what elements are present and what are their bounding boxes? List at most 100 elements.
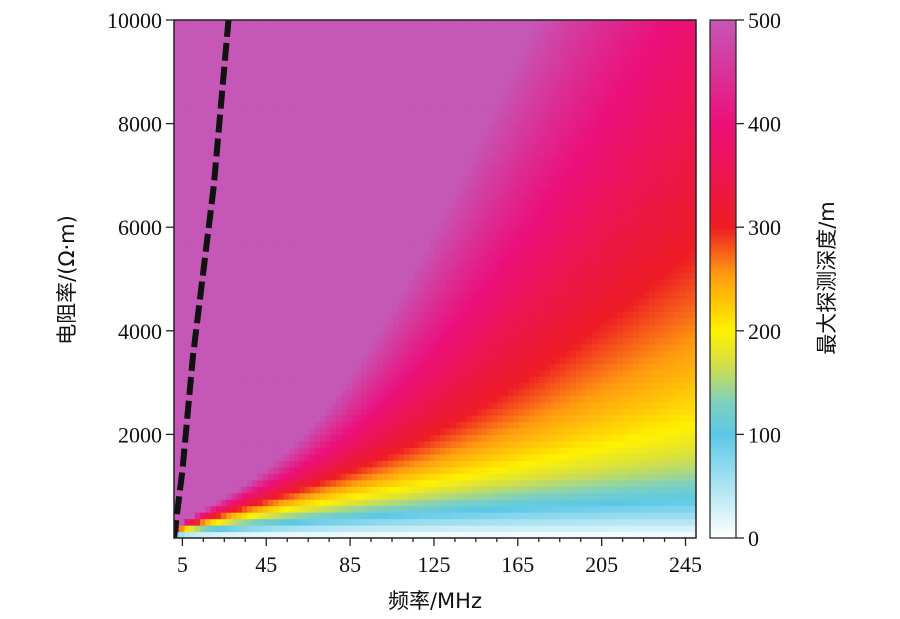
heatmap-cell	[210, 350, 217, 358]
heatmap-cell	[481, 317, 488, 325]
heatmap-cell	[247, 382, 253, 390]
heatmap-cell	[278, 52, 285, 60]
heatmap-cell	[403, 123, 410, 131]
heatmap-cell	[403, 473, 410, 481]
heatmap-cell	[382, 518, 389, 526]
heatmap-cell	[481, 155, 488, 164]
heatmap-cell	[194, 486, 201, 494]
heatmap-cell	[314, 58, 321, 66]
heatmap-cell	[393, 298, 400, 306]
heatmap-cell	[351, 466, 358, 474]
heatmap-cell	[408, 330, 415, 338]
heatmap-cell	[476, 240, 483, 248]
heatmap-cell	[262, 20, 269, 28]
heatmap-cell	[435, 194, 441, 202]
heatmap-cell	[388, 466, 394, 474]
heatmap-cell	[200, 227, 206, 235]
heatmap-cell	[476, 168, 483, 177]
heatmap-cell	[476, 97, 483, 105]
heatmap-cell	[388, 91, 394, 99]
heatmap-cell	[414, 168, 420, 177]
heatmap-cell	[200, 402, 206, 410]
heatmap-cell	[299, 32, 306, 41]
heatmap-cell	[262, 311, 269, 319]
heatmap-cell	[241, 253, 248, 261]
heatmap-cell	[487, 518, 494, 526]
heatmap-cell	[220, 207, 227, 215]
heatmap-cell	[361, 512, 368, 520]
heatmap-cell	[283, 194, 290, 202]
heatmap-cell	[267, 363, 274, 371]
heatmap-cell	[194, 110, 201, 118]
heatmap-cell	[325, 52, 332, 60]
heatmap-cell	[205, 492, 212, 500]
heatmap-cell	[445, 201, 452, 209]
heatmap-cell	[398, 447, 405, 455]
heatmap-cell	[414, 117, 420, 125]
heatmap-cell	[205, 414, 212, 423]
heatmap-cell	[476, 39, 483, 47]
heatmap-cell	[304, 259, 311, 267]
heatmap-cell	[497, 460, 504, 468]
heatmap-cell	[226, 434, 233, 442]
heatmap-cell	[424, 123, 431, 131]
heatmap-cell	[241, 311, 248, 319]
heatmap-cell	[288, 227, 295, 235]
heatmap-cell	[241, 201, 248, 209]
heatmap-cell	[461, 525, 467, 533]
heatmap-cell	[361, 45, 368, 53]
heatmap-cell	[388, 272, 394, 280]
heatmap-cell	[309, 32, 316, 41]
heatmap-cell	[481, 32, 488, 41]
heatmap-cell	[184, 32, 191, 41]
heatmap-cell	[226, 253, 233, 261]
heatmap-cell	[440, 402, 447, 410]
heatmap-cell	[393, 32, 400, 41]
heatmap-cell	[393, 531, 400, 538]
heatmap-cell	[346, 434, 353, 442]
heatmap-cell	[273, 337, 279, 345]
heatmap-cell	[461, 402, 467, 410]
heatmap-cell	[184, 324, 191, 332]
heatmap-cell	[487, 71, 494, 79]
heatmap-cell	[294, 104, 300, 112]
heatmap-cell	[257, 447, 264, 455]
heatmap-cell	[445, 214, 452, 222]
heatmap-cell	[476, 20, 483, 28]
heatmap-cell	[335, 427, 342, 435]
heatmap-cell	[267, 505, 274, 513]
heatmap-cell	[220, 499, 227, 507]
heatmap-cell	[382, 110, 389, 118]
heatmap-cell	[320, 369, 326, 377]
heatmap-cell	[361, 32, 368, 41]
heatmap-cell	[194, 402, 201, 410]
heatmap-cell	[325, 84, 332, 92]
heatmap-cell	[174, 220, 180, 228]
heatmap-cell	[220, 402, 227, 410]
heatmap-cell	[388, 259, 394, 267]
heatmap-cell	[424, 279, 431, 287]
heatmap-cell	[210, 253, 217, 261]
heatmap-cell	[194, 220, 201, 228]
heatmap-cell	[335, 259, 342, 267]
heatmap-cell	[341, 91, 347, 99]
heatmap-cell	[435, 279, 441, 287]
heatmap-cell	[435, 207, 441, 215]
heatmap-cell	[435, 136, 441, 144]
heatmap-cell	[450, 343, 457, 351]
heatmap-cell	[408, 525, 415, 533]
heatmap-cell	[325, 453, 332, 461]
heatmap-cell	[487, 272, 494, 280]
heatmap-cell	[351, 136, 358, 144]
heatmap-cell	[382, 240, 389, 248]
heatmap-cell	[278, 389, 285, 397]
heatmap-cell	[487, 486, 494, 494]
heatmap-cell	[424, 356, 431, 364]
heatmap-cell	[320, 104, 326, 112]
heatmap-cell	[419, 117, 426, 125]
heatmap-cell	[205, 194, 212, 202]
heatmap-cell	[367, 499, 373, 507]
heatmap-cell	[471, 427, 478, 435]
heatmap-cell	[309, 479, 316, 487]
heatmap-cell	[393, 473, 400, 481]
